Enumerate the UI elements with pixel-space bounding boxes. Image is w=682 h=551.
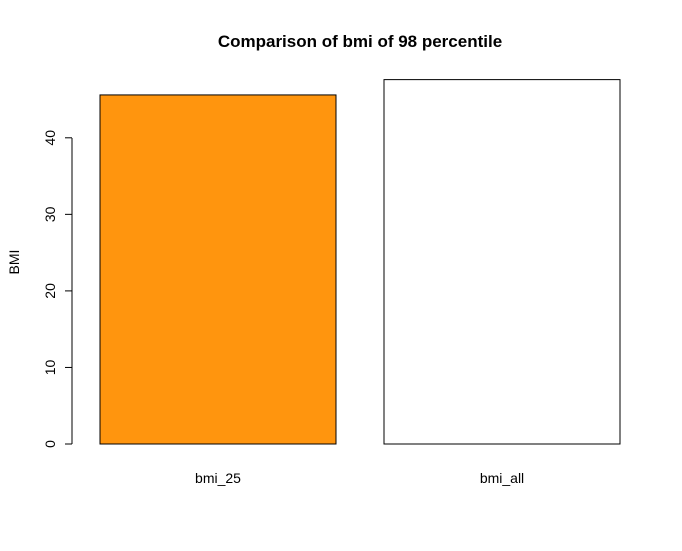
bar-bmi-25 [99,94,337,445]
y-axis-label: BMI [6,250,22,275]
y-tick-label: 40 [42,130,58,146]
bars-group [99,79,621,445]
y-axis-ticks: 0 10 20 30 40 [42,130,72,448]
x-tick-label: bmi_all [480,470,524,486]
y-tick-label: 30 [42,206,58,222]
bar-bmi-all [383,79,621,445]
x-axis-labels: bmi_25 bmi_all [195,470,524,486]
y-tick-label: 0 [42,440,58,448]
y-tick-label: 10 [42,359,58,375]
x-tick-label: bmi_25 [195,470,241,486]
chart-title: Comparison of bmi of 98 percentile [218,32,502,51]
y-tick-label: 20 [42,283,58,299]
